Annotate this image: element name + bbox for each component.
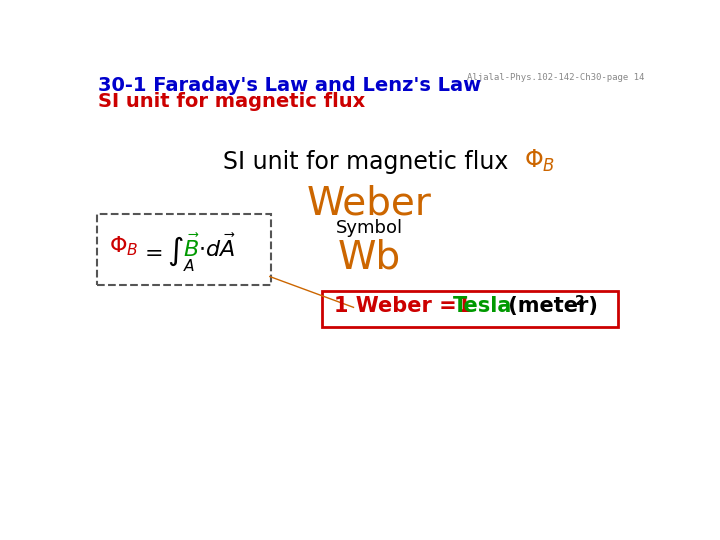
Text: $\vec{B}$: $\vec{B}$ [183, 234, 199, 261]
Text: $\cdot d\vec{A}$: $\cdot d\vec{A}$ [199, 234, 236, 261]
Text: (meter): (meter) [500, 296, 598, 316]
Text: SI unit for magnetic flux: SI unit for magnetic flux [98, 92, 365, 111]
FancyBboxPatch shape [322, 291, 618, 327]
Text: $\Phi_B$: $\Phi_B$ [524, 148, 555, 174]
Text: Aljalal-Phys.102-142-Ch30-page 14: Aljalal-Phys.102-142-Ch30-page 14 [467, 72, 644, 82]
Text: Symbol: Symbol [336, 219, 402, 237]
Text: 30-1 Faraday's Law and Lenz's Law: 30-1 Faraday's Law and Lenz's Law [98, 76, 481, 96]
Text: 2: 2 [575, 294, 585, 308]
FancyBboxPatch shape [97, 214, 271, 285]
Text: Wb: Wb [338, 238, 400, 276]
Text: $= \int_A$: $= \int_A$ [140, 234, 195, 274]
Text: $\Phi_B$: $\Phi_B$ [109, 234, 139, 258]
Text: Weber: Weber [307, 184, 431, 222]
Text: 1 Weber =1: 1 Weber =1 [334, 296, 479, 316]
Text: SI unit for magnetic flux: SI unit for magnetic flux [222, 150, 516, 173]
Text: Tesla: Tesla [453, 296, 512, 316]
